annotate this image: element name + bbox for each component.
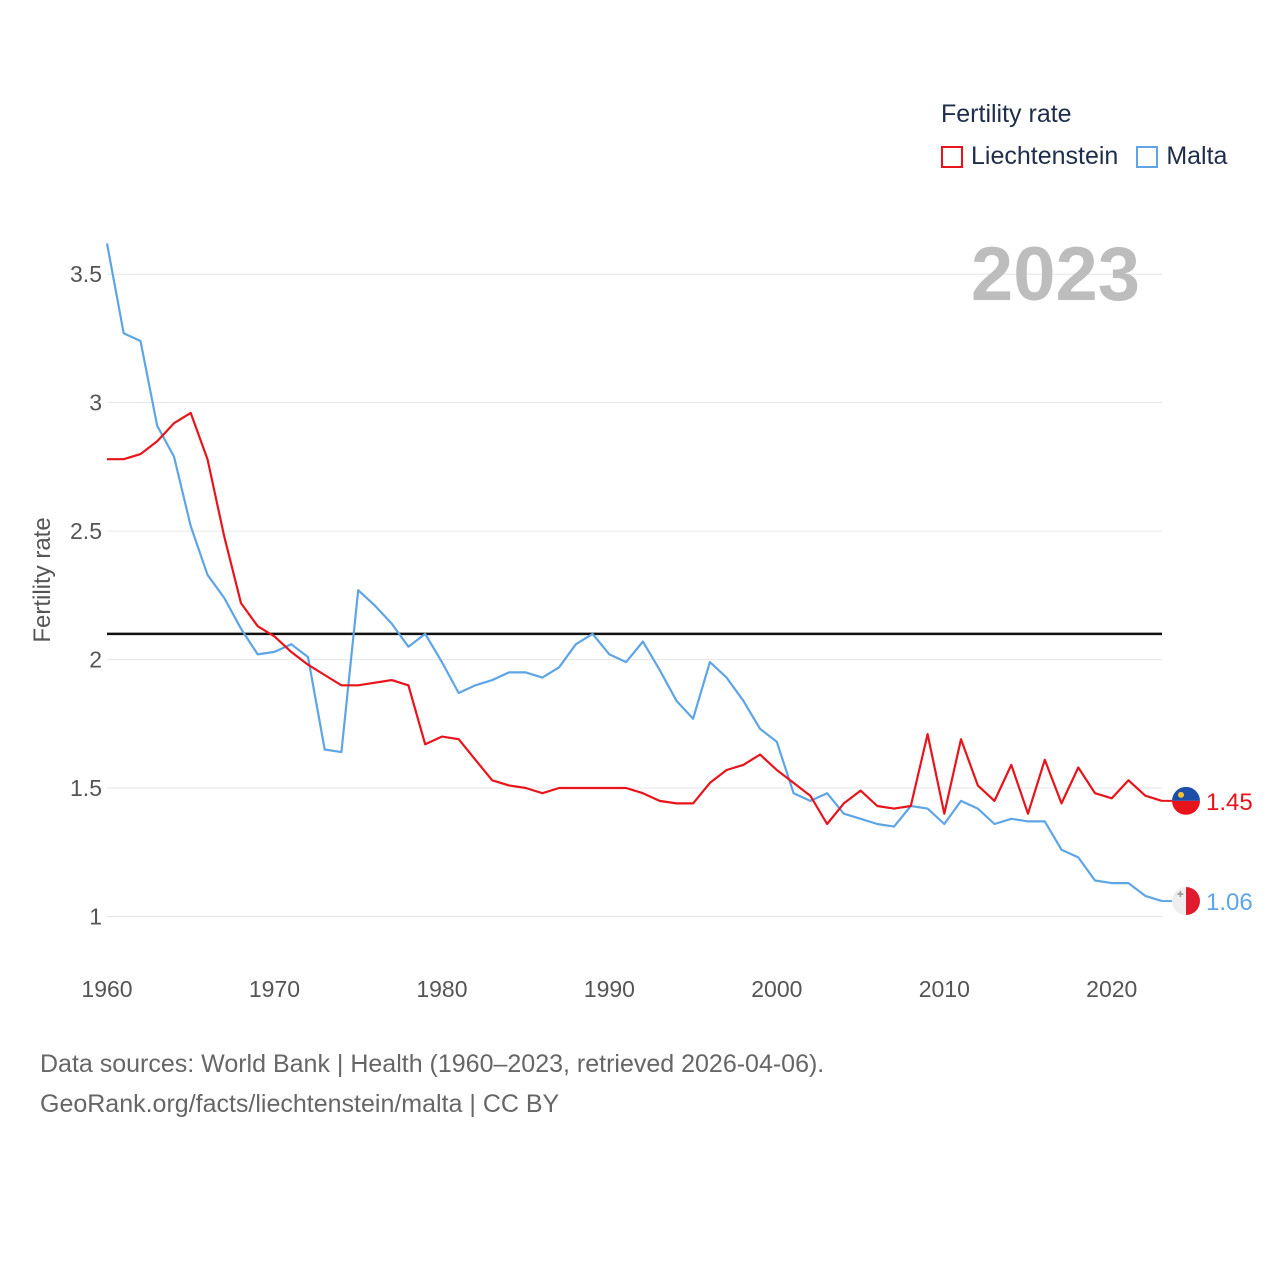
x-tick-label: 1960: [81, 976, 132, 1002]
x-tick-label: 2000: [751, 976, 802, 1002]
series-lines: [105, 243, 1172, 903]
x-tick-label: 1990: [584, 976, 635, 1002]
y-tick-label: 3: [89, 390, 102, 416]
y-tick-label: 2: [89, 647, 102, 673]
y-axis-ticks: 1 1.5 2 2.5 3 3.5: [70, 261, 102, 929]
y-tick-label: 2.5: [70, 518, 102, 544]
liechtenstein-flag-icon: [1172, 786, 1200, 815]
y-tick-label: 1: [89, 903, 102, 929]
year-watermark: 2023: [971, 232, 1140, 317]
y-tick-label: 1.5: [70, 775, 102, 801]
x-tick-label: 2020: [1086, 976, 1137, 1002]
legend-item-liechtenstein[interactable]: Liechtenstein: [941, 142, 1118, 171]
svg-text:✚: ✚: [1177, 890, 1184, 899]
series-line-malta: [105, 243, 1163, 903]
liechtenstein-end-label: 1.45: [1206, 789, 1253, 816]
y-tick-label: 3.5: [70, 261, 102, 287]
gridlines: [107, 273, 1162, 917]
data-sources-footer: Data sources: World Bank | Health (1960–…: [40, 1044, 824, 1124]
end-markers: ✚: [1172, 786, 1200, 916]
y-axis-label: Fertility rate: [29, 517, 56, 642]
legend-swatch-malta: [1136, 145, 1159, 168]
malta-end-label: 1.06: [1206, 889, 1253, 916]
x-tick-label: 1980: [416, 976, 467, 1002]
x-axis-ticks: 1960 1970 1980 1990 2000 2010 2020: [81, 976, 1137, 1002]
x-tick-label: 1970: [249, 976, 300, 1002]
series-line-liechtenstein: [107, 411, 1163, 826]
legend-label-liechtenstein: Liechtenstein: [971, 142, 1119, 170]
legend-title: Fertility rate: [941, 100, 1072, 128]
legend-swatch-liechtenstein: [941, 145, 963, 168]
malta-flag-icon: ✚: [1172, 887, 1200, 916]
legend-label-malta: Malta: [1166, 142, 1228, 170]
footer-url-line[interactable]: GeoRank.org/facts/liechtenstein/malta | …: [40, 1090, 560, 1118]
legend-item-malta[interactable]: Malta: [1136, 142, 1227, 171]
footer-sources-line: Data sources: World Bank | Health (1960–…: [40, 1050, 825, 1078]
x-tick-label: 2010: [919, 976, 970, 1002]
legend: Liechtenstein Malta: [941, 142, 1245, 171]
